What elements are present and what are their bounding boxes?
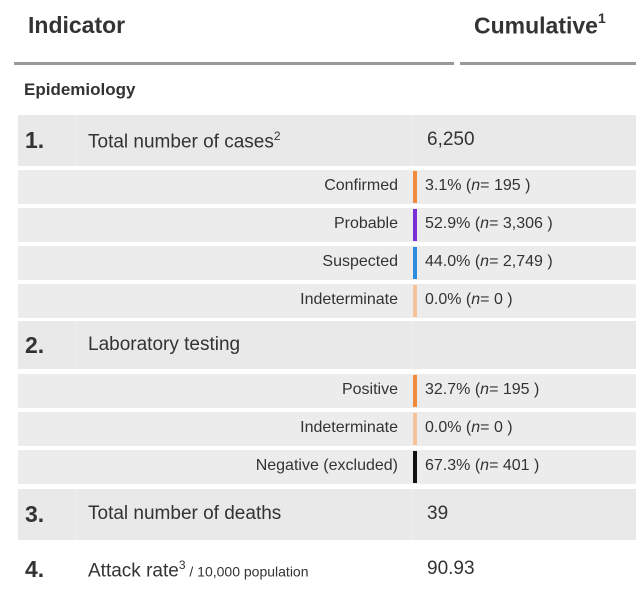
cumulative-column-header: Cumulative1 (474, 10, 606, 40)
sub-row-value-cell: 0.0% (n= 0 ) (413, 412, 636, 446)
sub-row: Confirmed 3.1% (n= 195 ) (18, 170, 636, 204)
category-color-bar (413, 209, 417, 241)
row-number: 3. (25, 501, 45, 527)
sub-row-value-cell: 44.0% (n= 2,749 ) (413, 246, 636, 280)
sub-row: Suspected 44.0% (n= 2,749 ) (18, 246, 636, 280)
sub-row-value: 0.0% (n= 0 ) (425, 419, 513, 436)
sub-row-label: Negative (excluded) (255, 457, 398, 474)
sub-row-label: Indeterminate (300, 419, 398, 436)
table-row-attack-rate: 4. Attack rate3 / 10,000 population 90.9… (18, 543, 636, 595)
row-number: 1. (25, 127, 45, 153)
row-label: Attack rate3 / 10,000 population (88, 558, 309, 582)
sub-row-value-cell: 67.3% (n= 401 ) (413, 450, 636, 484)
row-number-cell: 3. (18, 489, 74, 540)
sub-row-value-cell: 32.7% (n= 195 ) (413, 374, 636, 408)
row-number-cell: 4. (18, 543, 74, 595)
sub-row-label-cell: Suspected (77, 246, 410, 280)
category-color-bar (413, 375, 417, 407)
row-value-cell: 6,250 (413, 115, 636, 166)
table-row-lab-testing: 2. Laboratory testing (18, 321, 636, 369)
table-row-total-cases: 1. Total number of cases2 6,250 (18, 115, 636, 166)
cumulative-footnote-marker: 1 (597, 10, 606, 26)
sub-row-value: 32.7% (n= 195 ) (425, 381, 540, 398)
sub-row-label-cell: Indeterminate (77, 412, 410, 446)
category-color-bar (413, 171, 417, 203)
sub-row-value-cell: 3.1% (n= 195 ) (413, 170, 636, 204)
row-label-cell: Total number of deaths (77, 489, 410, 540)
row-value: 90.93 (427, 558, 475, 579)
row-label: Total number of deaths (88, 503, 282, 524)
row-label: Total number of cases2 (88, 129, 281, 153)
sub-row: Probable 52.9% (n= 3,306 ) (18, 208, 636, 242)
sub-row-label-cell: Confirmed (77, 170, 410, 204)
row-label: Laboratory testing (88, 334, 241, 355)
header-divider-left (14, 62, 454, 65)
row-value-cell: 90.93 (413, 543, 636, 595)
sub-row-label-cell: Indeterminate (77, 284, 410, 318)
sub-row-value: 52.9% (n= 3,306 ) (425, 215, 553, 232)
sub-row-number-cell (18, 170, 74, 204)
sub-row-label-cell: Positive (77, 374, 410, 408)
row-value-cell: 39 (413, 489, 636, 540)
category-color-bar (413, 285, 417, 317)
sub-row-value: 3.1% (n= 195 ) (425, 177, 531, 194)
sub-row-number-cell (18, 412, 74, 446)
row-number-cell: 1. (18, 115, 74, 166)
row-label-cell: Laboratory testing (77, 321, 410, 369)
sub-row-value-cell: 52.9% (n= 3,306 ) (413, 208, 636, 242)
row-number: 4. (25, 556, 45, 582)
row-number: 2. (25, 332, 45, 358)
sub-row-number-cell (18, 374, 74, 408)
sub-row: Negative (excluded) 67.3% (n= 401 ) (18, 450, 636, 484)
sub-row-value: 44.0% (n= 2,749 ) (425, 253, 553, 270)
category-color-bar (413, 451, 417, 483)
sub-row-number-cell (18, 208, 74, 242)
sub-row-label-cell: Negative (excluded) (77, 450, 410, 484)
row-value: 6,250 (427, 129, 475, 150)
row-label-cell: Total number of cases2 (77, 115, 410, 166)
sub-row-label: Suspected (322, 253, 398, 270)
table-header: Indicator Cumulative1 (0, 0, 636, 66)
sub-row-value: 67.3% (n= 401 ) (425, 457, 540, 474)
sub-row-label-cell: Probable (77, 208, 410, 242)
row-number-cell: 2. (18, 321, 74, 369)
header-divider-right (460, 62, 636, 65)
sub-row-number-cell (18, 450, 74, 484)
sub-row-value: 0.0% (n= 0 ) (425, 291, 513, 308)
sub-row-label: Probable (333, 215, 398, 232)
row-value-cell (413, 321, 636, 369)
sub-row: Indeterminate 0.0% (n= 0 ) (18, 412, 636, 446)
sub-row-number-cell (18, 284, 74, 318)
sub-row: Positive 32.7% (n= 195 ) (18, 374, 636, 408)
sub-row-number-cell (18, 246, 74, 280)
sub-row-label: Positive (341, 381, 398, 398)
sub-row-value-cell: 0.0% (n= 0 ) (413, 284, 636, 318)
sub-row: Indeterminate 0.0% (n= 0 ) (18, 284, 636, 318)
table-row-deaths: 3. Total number of deaths 39 (18, 489, 636, 540)
row-value: 39 (427, 503, 449, 524)
indicator-column-header: Indicator (28, 12, 126, 38)
category-color-bar (413, 247, 417, 279)
sub-row-label: Indeterminate (300, 291, 398, 308)
section-title: Epidemiology (24, 80, 136, 99)
cumulative-header-text: Cumulative (474, 12, 598, 39)
row-label-cell: Attack rate3 / 10,000 population (77, 543, 410, 595)
sub-row-label: Confirmed (324, 177, 398, 194)
category-color-bar (413, 413, 417, 445)
